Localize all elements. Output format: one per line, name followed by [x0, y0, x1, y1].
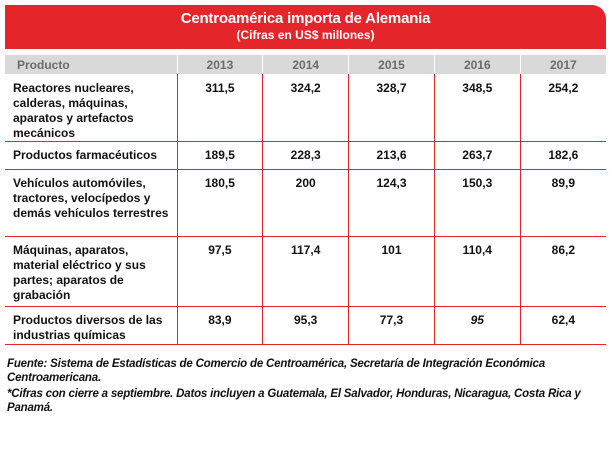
column-header-product: Producto	[5, 55, 177, 74]
value-cell-2017: 62,4	[519, 306, 606, 345]
value-cell-2015: 124,3	[348, 169, 435, 237]
column-header-2014: 2014	[262, 55, 349, 74]
value-cell-2016: 263,7	[433, 141, 521, 170]
value-cell-2013: 83,9	[176, 306, 263, 345]
value-cell-2014: 117,4	[262, 236, 349, 307]
value-cell-2013: 97,5	[176, 236, 263, 307]
value-cell-2017: 89,9	[519, 169, 606, 237]
product-cell: Reactores nucleares, calderas, máquinas,…	[5, 74, 177, 142]
import-table-figure: Centroamérica importa de Alemania (Cifra…	[5, 5, 606, 415]
value-cell-2017: 86,2	[519, 236, 606, 307]
product-cell: Productos diversos de las industrias quí…	[5, 306, 177, 345]
value-cell-2014: 95,3	[262, 306, 349, 345]
table-row: Máquinas, aparatos, material eléctrico y…	[5, 236, 606, 307]
title-banner: Centroamérica importa de Alemania (Cifra…	[5, 5, 606, 49]
value-cell-2013: 180,5	[176, 169, 263, 237]
value-cell-2013: 311,5	[176, 74, 263, 142]
value-cell-2015: 213,6	[348, 141, 435, 170]
value-cell-2014: 200	[262, 169, 349, 237]
column-header-2013: 2013	[176, 55, 263, 74]
data-note: *Cifras con cierre a septiembre. Datos i…	[7, 388, 581, 414]
table-header-row: Producto 2013 2014 2015 2016 2017	[5, 55, 606, 74]
value-cell-2016: 110,4	[433, 236, 521, 307]
value-cell-2013: 189,5	[176, 141, 263, 170]
column-header-2017: 2017	[519, 55, 606, 74]
table-subtitle: (Cifras en US$ millones)	[236, 28, 375, 42]
product-cell: Productos farmacéuticos	[5, 141, 177, 170]
table-footer: Fuente: Sistema de Estadísticas de Comer…	[5, 357, 606, 415]
table-row: Productos diversos de las industrias quí…	[5, 306, 606, 345]
column-header-2016: 2016	[433, 55, 521, 74]
value-cell-2016: 348,5	[433, 74, 521, 142]
value-cell-2016: 150,3	[433, 169, 521, 237]
value-cell-2016: 95	[433, 306, 521, 345]
column-header-2015: 2015	[348, 55, 435, 74]
value-cell-2015: 101	[348, 236, 435, 307]
value-cell-2014: 324,2	[262, 74, 349, 142]
value-cell-2017: 182,6	[519, 141, 606, 170]
value-cell-2014: 228,3	[262, 141, 349, 170]
table-row: Productos farmacéuticos 189,5 228,3 213,…	[5, 141, 606, 170]
table-row: Reactores nucleares, calderas, máquinas,…	[5, 74, 606, 142]
product-cell: Máquinas, aparatos, material eléctrico y…	[5, 236, 177, 307]
product-cell: Vehículos automóviles, tractores, velocí…	[5, 169, 177, 237]
value-cell-2015: 77,3	[348, 306, 435, 345]
imports-table: Producto 2013 2014 2015 2016 2017 Reacto…	[5, 55, 606, 345]
table-title: Centroamérica importa de Alemania	[180, 10, 431, 27]
value-cell-2017: 254,2	[519, 74, 606, 142]
table-row: Vehículos automóviles, tractores, velocí…	[5, 169, 606, 237]
value-cell-2015: 328,7	[348, 74, 435, 142]
source-note: Fuente: Sistema de Estadísticas de Comer…	[7, 358, 545, 384]
